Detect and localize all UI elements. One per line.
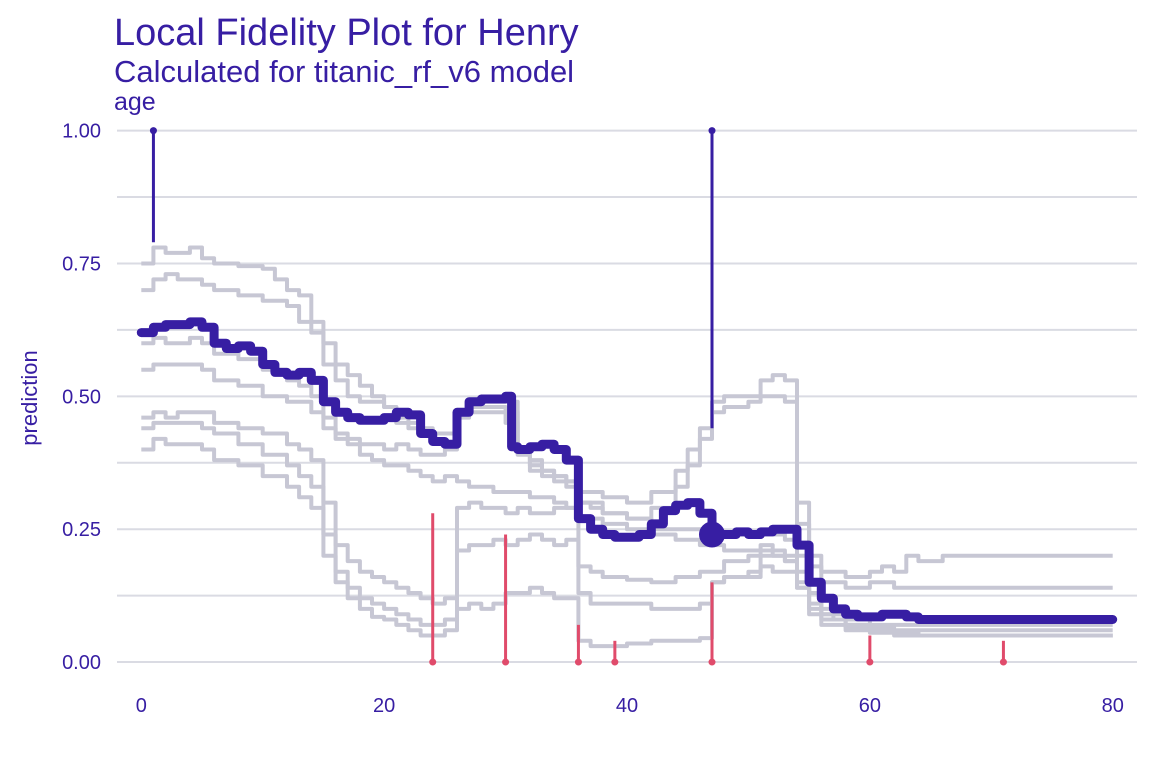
main-profile-line (136, 317, 1118, 624)
y-tick-label: 0.00 (62, 652, 101, 674)
y-tick-label: 0.75 (62, 253, 101, 275)
residual-endpoint (502, 658, 510, 666)
residual-endpoint (708, 127, 716, 135)
tick-labels: 0.00 0.25 0.50 0.75 1.00 0 20 40 60 80 (62, 121, 1124, 717)
y-tick-label: 1.00 (62, 121, 101, 143)
residual-endpoint (611, 658, 619, 666)
x-tick-label: 0 (136, 695, 147, 717)
neighbor-profile-line (141, 410, 1113, 638)
neighbor-profiles (141, 245, 1113, 649)
x-tick-label: 60 (859, 695, 881, 717)
residual-endpoint (999, 658, 1007, 666)
main-profile-layer (136, 317, 1118, 624)
chart-subtitle: Calculated for titanic_rf_v6 model (114, 54, 575, 89)
observation-point (699, 521, 725, 548)
x-tick-label: 40 (616, 695, 638, 717)
x-tick-label: 80 (1102, 695, 1124, 717)
y-tick-label: 0.25 (62, 519, 101, 541)
residual-endpoint (149, 127, 157, 135)
chart-variable-label: age (114, 88, 156, 116)
y-tick-label: 0.50 (62, 386, 101, 408)
residuals (149, 127, 1007, 666)
neighbor-profile-line (141, 436, 1113, 649)
residual-endpoint (708, 658, 716, 666)
chart-title: Local Fidelity Plot for Henry (114, 12, 579, 54)
grid-layer (117, 129, 1137, 664)
residual-endpoint (574, 658, 582, 666)
x-tick-label: 20 (373, 695, 395, 717)
residual-endpoint (429, 658, 437, 666)
residual-endpoint (866, 658, 874, 666)
